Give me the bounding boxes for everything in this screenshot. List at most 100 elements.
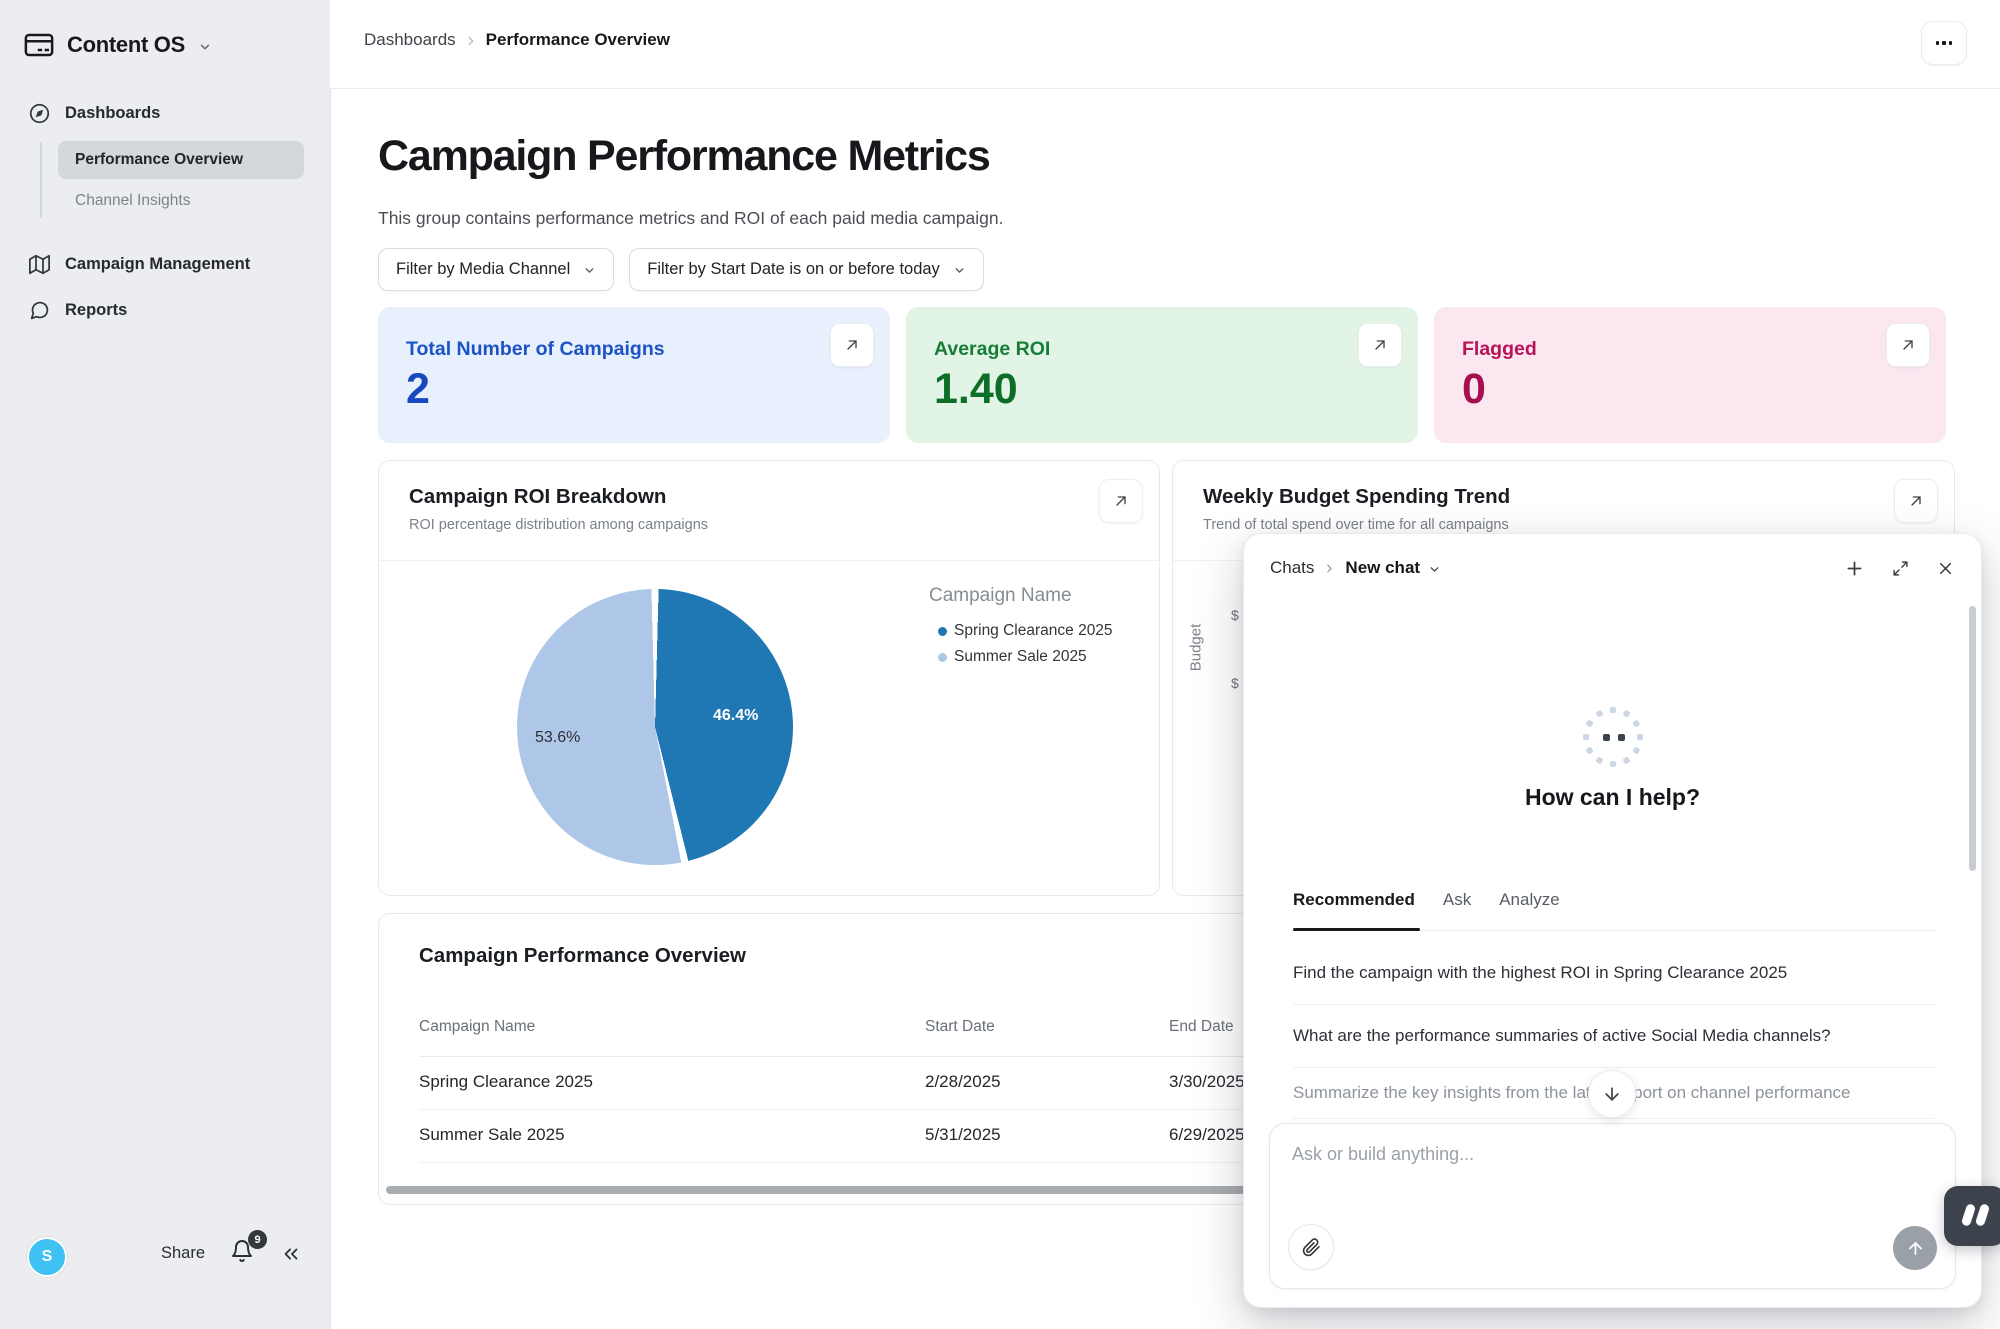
column-header: Campaign Name (419, 1018, 536, 1035)
stat-label: Total Number of Campaigns (406, 338, 665, 360)
stat-label: Average ROI (934, 338, 1051, 360)
expand-button[interactable] (1099, 479, 1143, 523)
avatar-initial: S (41, 1248, 53, 1265)
chevron-right-icon (1323, 562, 1336, 575)
sidebar-item-dashboards[interactable]: Dashboards (0, 96, 330, 130)
scroll-to-bottom-button[interactable] (1588, 1070, 1636, 1118)
tree-guide-line (40, 142, 42, 218)
suggestion-item[interactable]: Find the campaign with the highest ROI i… (1293, 942, 1935, 1005)
chats-link[interactable]: Chats (1270, 558, 1315, 577)
legend-item: Summer Sale 2025 (929, 646, 1113, 668)
legend-label: Spring Clearance 2025 (954, 622, 1113, 639)
sidebar: Content OS Dashboards Performance Overvi… (0, 0, 331, 1329)
chevron-down-icon (198, 40, 212, 54)
loading-spinner (1581, 705, 1645, 769)
collapse-sidebar-button[interactable] (280, 1243, 302, 1265)
legend-title: Campaign Name (929, 585, 1072, 606)
suggestion-list: Find the campaign with the highest ROI i… (1293, 942, 1935, 1119)
assistant-brand-button[interactable] (1944, 1186, 2000, 1246)
roi-pie-chart[interactable] (517, 589, 793, 865)
chat-greeting: How can I help? (1524, 784, 1701, 810)
stat-card-total-campaigns: Total Number of Campaigns 2 (378, 307, 890, 443)
workspace-title: Content OS (67, 32, 185, 57)
filter-media-channel[interactable]: Filter by Media Channel (378, 248, 615, 291)
sidebar-item-performance-overview[interactable]: Performance Overview (58, 141, 304, 179)
expand-button[interactable] (830, 323, 874, 367)
chevron-down-icon (583, 264, 596, 277)
expand-chat-icon[interactable] (1892, 560, 1909, 577)
sidebar-item-label: Dashboards (65, 103, 161, 122)
chat-bubble-icon (29, 300, 50, 321)
breadcrumb-dashboards-link[interactable]: Dashboards (364, 30, 456, 49)
expand-button[interactable] (1358, 323, 1402, 367)
table-title: Campaign Performance Overview (419, 944, 746, 967)
divider (419, 1109, 1914, 1110)
stat-value: 2 (406, 365, 430, 413)
suggestion-item[interactable]: Summarize the key insights from the late… (1293, 1068, 1935, 1119)
chat-panel: Chats New chat (1243, 533, 1982, 1308)
sidebar-item-reports[interactable]: Reports (0, 293, 330, 327)
user-avatar[interactable]: S (27, 1237, 67, 1277)
divider (419, 1162, 1914, 1163)
compass-icon (29, 103, 50, 124)
sidebar-item-label: Campaign Management (65, 254, 251, 273)
notification-count-badge: 9 (248, 1230, 267, 1249)
workspace-switcher[interactable]: Content OS (24, 32, 212, 58)
page-description: This group contains performance metrics … (378, 208, 1004, 228)
tab-recommended[interactable]: Recommended (1293, 890, 1415, 909)
stat-value: 0 (1462, 365, 1486, 413)
chat-input[interactable] (1270, 1124, 1955, 1220)
stat-card-flagged: Flagged 0 (1434, 307, 1946, 443)
stat-value: 1.40 (934, 365, 1018, 413)
page-title: Campaign Performance Metrics (378, 132, 991, 180)
card-title: Campaign ROI Breakdown (409, 485, 667, 508)
card-subtitle: Trend of total spend over time for all c… (1203, 517, 1509, 533)
tab-ask[interactable]: Ask (1442, 890, 1472, 909)
legend-label: Summer Sale 2025 (954, 648, 1087, 665)
map-icon (29, 254, 50, 275)
close-icon[interactable] (1936, 559, 1955, 578)
horizontal-scrollbar[interactable] (386, 1186, 1947, 1194)
suggestion-item[interactable]: What are the performance summaries of ac… (1293, 1005, 1935, 1068)
legend-dot (938, 626, 947, 636)
notifications-button[interactable]: 9 (230, 1230, 267, 1273)
pie-slice-label: 53.6% (535, 729, 581, 746)
expand-button[interactable] (1886, 323, 1930, 367)
new-chat-plus-icon[interactable] (1844, 558, 1865, 579)
more-options-button[interactable] (1921, 21, 1967, 65)
share-button[interactable]: Share (161, 1244, 206, 1262)
pie-slice-label: 46.4% (713, 707, 759, 724)
chevron-down-icon (1428, 563, 1441, 576)
filter-start-date[interactable]: Filter by Start Date is on or before tod… (629, 248, 984, 291)
card-title: Weekly Budget Spending Trend (1203, 485, 1511, 508)
chat-title-selector[interactable]: New chat (1345, 558, 1441, 578)
arrow-up-right-icon (844, 337, 860, 353)
attach-file-button[interactable] (1288, 1224, 1334, 1270)
divider (1293, 930, 1935, 931)
legend-dot (938, 652, 947, 662)
expand-button[interactable] (1894, 479, 1938, 523)
table-row[interactable]: Summer Sale 2025 5/31/2025 6/29/2025 (419, 1125, 1245, 1144)
sidebar-item-channel-insights[interactable]: Channel Insights (75, 188, 190, 214)
arrow-down-icon (1602, 1084, 1622, 1104)
sidebar-item-campaign-management[interactable]: Campaign Management (0, 247, 330, 281)
chat-tabs: Recommended Ask Analyze (1293, 890, 1560, 910)
tab-analyze[interactable]: Analyze (1499, 890, 1560, 909)
chevron-down-icon (953, 264, 966, 277)
y-axis-tick: $ (1231, 607, 1239, 623)
pie-legend: Campaign Name Spring Clearance 2025 Summ… (929, 585, 1113, 672)
table-row[interactable]: Spring Clearance 2025 2/28/2025 3/30/202… (419, 1072, 1245, 1091)
sidebar-item-label: Channel Insights (75, 192, 191, 209)
vertical-scrollbar[interactable] (1969, 606, 1976, 871)
workspace-logo-icon (24, 33, 54, 57)
active-tab-underline (1293, 928, 1420, 931)
stat-cards-row: Total Number of Campaigns 2 Average ROI … (378, 307, 1946, 443)
breadcrumb-current: Performance Overview (485, 30, 670, 49)
divider (419, 1056, 1914, 1057)
paperclip-icon (1302, 1237, 1321, 1257)
legend-item: Spring Clearance 2025 (929, 620, 1113, 642)
chat-breadcrumb: Chats New chat (1270, 558, 1441, 578)
stat-card-average-roi: Average ROI 1.40 (906, 307, 1418, 443)
column-header: End Date (1169, 1018, 1234, 1035)
send-button[interactable] (1893, 1226, 1937, 1270)
